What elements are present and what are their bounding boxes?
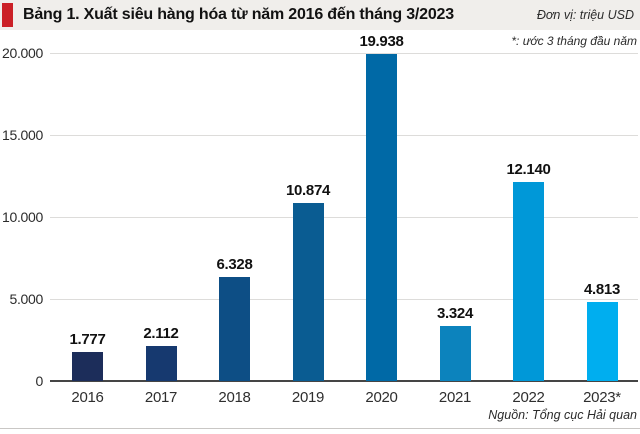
bar-value-2023*: 4.813: [583, 281, 621, 299]
bar-value-2018: 6.328: [216, 256, 253, 274]
bar-value-2021: 3.324: [436, 305, 474, 323]
grid-line-5.000: [50, 299, 638, 300]
y-tick-0: 0: [35, 373, 44, 389]
x-label-2022: 2022: [512, 389, 545, 406]
bar-2019: [292, 202, 324, 381]
unit-note: Đơn vị: triệu USD: [536, 8, 634, 22]
x-label-2020: 2020: [365, 389, 398, 406]
bar-2022: [513, 181, 544, 381]
x-label-2019: 2019: [291, 389, 325, 406]
y-tick-5.000: 5.000: [9, 291, 43, 307]
x-label-2016: 2016: [71, 389, 104, 406]
bar-2016: [72, 351, 103, 381]
y-tick-15.000: 15.000: [1, 127, 43, 143]
bar-value-2019: 10.874: [285, 181, 331, 199]
x-label-2021: 2021: [438, 389, 472, 406]
bar-2020: [366, 54, 397, 381]
grid-line-10.000: [50, 217, 638, 218]
bar-2021: [439, 326, 471, 381]
chart-title: Bảng 1. Xuất siêu hàng hóa từ năm 2016 đ…: [23, 6, 454, 23]
chart-header: Bảng 1. Xuất siêu hàng hóa từ năm 2016 đ…: [0, 0, 640, 30]
grid-line-20.000: [50, 53, 638, 54]
bar-value-2016: 1.777: [69, 330, 106, 348]
y-tick-20.000: 20.000: [1, 45, 43, 61]
bar-value-2020: 19.938: [359, 33, 404, 51]
bar-2018: [219, 277, 250, 381]
y-tick-10.000: 10.000: [1, 209, 43, 225]
grid-line-0: [50, 380, 638, 382]
red-accent-marker: [2, 3, 13, 27]
bar-value-2017: 2.112: [143, 325, 179, 343]
bar-2023*: [586, 302, 618, 381]
x-label-2018: 2018: [218, 389, 251, 406]
bar-value-2022: 12.140: [506, 160, 551, 178]
bottom-divider: [0, 428, 640, 429]
bar-2017: [145, 346, 177, 381]
grid-line-15.000: [50, 135, 638, 136]
x-label-2023*: 2023*: [583, 389, 621, 406]
x-label-2017: 2017: [144, 389, 178, 406]
estimate-footnote: *: ước 3 tháng đầu năm: [511, 34, 637, 48]
data-source: Nguồn: Tổng cục Hải quan: [488, 408, 637, 422]
